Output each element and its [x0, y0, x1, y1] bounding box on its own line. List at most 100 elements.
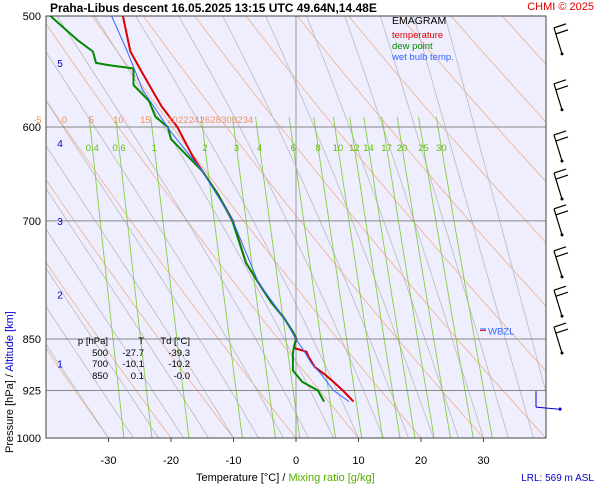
- wind-barb-staff: [553, 208, 563, 236]
- x-tick-label: -30: [101, 455, 117, 467]
- mixing-ratio-line: [88, 116, 125, 438]
- y-tick-label: 700: [23, 216, 41, 228]
- mixing-ratio-line: [332, 116, 384, 438]
- moist-adiabat-line: [444, 16, 546, 394]
- table-row: 500 -27.7 -39.3: [76, 348, 190, 360]
- dry-adiabat-line: [46, 179, 234, 438]
- dry-adiabat-label: 22: [178, 115, 189, 126]
- dry-adiabat-line: [46, 22, 359, 438]
- wind-barbs: [535, 23, 569, 411]
- mixing-ratio-line: [435, 116, 493, 438]
- moist-adiabat-line: [46, 145, 234, 438]
- mixing-ratio-label: 30: [436, 143, 447, 154]
- wind-barb-flag: [555, 328, 569, 334]
- x-tick-label: -20: [163, 455, 179, 467]
- mixing-ratio-label: 17: [381, 143, 392, 154]
- dry-adiabat-label: 30: [221, 115, 232, 126]
- dry-adiabat-line: [399, 16, 546, 183]
- wind-barb-dot: [560, 314, 564, 318]
- mixing-ratio-line: [150, 116, 190, 438]
- table-cell: -10.2: [168, 359, 190, 370]
- wind-barb-dot: [560, 351, 564, 355]
- moist-adiabat-line: [46, 100, 259, 438]
- wet-bulb-profile-line: [111, 16, 350, 403]
- wind-barb-staff: [553, 172, 563, 200]
- x-tick-label: 20: [415, 455, 427, 467]
- y-tick-label: 500: [23, 11, 41, 23]
- wind-barb-flag: [553, 23, 567, 29]
- mixing-ratio-label: 2: [202, 143, 207, 154]
- wind-barb-flag: [555, 136, 569, 142]
- wind-barb-flag: [553, 130, 567, 136]
- wind-barb-flag: [555, 174, 569, 180]
- table-cell: -10.1: [122, 359, 144, 370]
- mixing-ratio-line: [313, 116, 363, 438]
- wind-barb-flag: [553, 285, 567, 291]
- wind-barb-flag: [553, 79, 567, 85]
- wind-barb-flag: [555, 210, 569, 216]
- wind-barb-flag: [553, 322, 567, 328]
- mixing-ratio-label: 14: [363, 143, 374, 154]
- wind-barb-flag: [553, 168, 567, 174]
- wind-barb-flag: [555, 29, 569, 35]
- y-axis-label: Pressure [hPa] / Altitude [km]: [4, 311, 16, 453]
- altitude-tick-label: 2: [57, 290, 63, 301]
- dry-adiabat-line: [450, 16, 546, 123]
- mixing-ratio-label: 0.6: [112, 143, 125, 154]
- dry-adiabat-line: [593, 4, 600, 438]
- dry-adiabat-label: 0: [62, 115, 67, 126]
- mixing-ratio-line: [418, 116, 474, 438]
- moist-adiabat-line: [344, 16, 484, 438]
- table-cell: 850: [92, 370, 108, 382]
- dry-adiabat-label: 24: [189, 115, 200, 126]
- wind-barb-flag: [555, 252, 569, 258]
- wind-barb-dot: [560, 275, 564, 279]
- wind-barb-dot: [560, 52, 564, 56]
- moist-adiabat-line: [56, 16, 309, 438]
- altitude-tick-label: 4: [57, 139, 63, 150]
- moist-adiabat-line: [306, 16, 459, 438]
- moist-adiabat-line: [46, 187, 209, 438]
- moist-adiabat-line: [379, 16, 509, 438]
- dry-adiabat-label: 10: [113, 115, 124, 126]
- wind-barb-staff: [535, 406, 559, 410]
- dry-adiabat-line: [245, 16, 546, 372]
- mixing-ratio-label: 8: [315, 143, 320, 154]
- table-cell: -39.3: [168, 347, 190, 359]
- table-header: p [hPa] T Td [°C]: [76, 336, 190, 348]
- wind-barb-staff: [553, 326, 563, 354]
- legend-temperature: temperature: [392, 30, 444, 41]
- altitude-tick-label: 5: [57, 59, 63, 70]
- dry-adiabat-line: [542, 4, 600, 438]
- header-station-line: Praha-Libus descent 16.05.2025 13:15 UTC…: [50, 1, 377, 15]
- moist-adiabat-line: [135, 16, 359, 438]
- legend-wet-bulb: wet bulb temp.: [392, 52, 454, 63]
- moist-adiabat-line: [178, 16, 384, 438]
- mixing-ratio-line: [232, 116, 276, 438]
- mixing-ratio-label: 0.4: [86, 143, 99, 154]
- dry-adiabat-label: -5: [33, 115, 41, 126]
- legend-title: EMAGRAM: [392, 15, 447, 27]
- x-tick-label: 0: [293, 455, 299, 467]
- dry-adiabat-label: 26: [200, 115, 211, 126]
- x-axis-label-mixing-ratio: Mixing ratio [g/kg]: [288, 472, 375, 484]
- wind-barb-flag: [553, 246, 567, 252]
- dry-adiabat-label: 5: [89, 115, 94, 126]
- altitude-tick-label: 1: [57, 360, 63, 371]
- mixing-ratio-label: 25: [418, 143, 429, 154]
- wind-barb-staff: [553, 289, 563, 317]
- dry-adiabat-line: [46, 261, 172, 438]
- moist-adiabat-line: [46, 343, 109, 438]
- wind-barb-staff: [553, 27, 563, 55]
- table-row: 850 0.1 -0.0: [76, 371, 190, 383]
- dry-adiabat-line: [142, 16, 484, 438]
- wind-barb-dot: [560, 108, 564, 112]
- mixing-ratio-label: 20: [397, 143, 408, 154]
- mixing-ratio-line: [255, 116, 301, 438]
- mixing-ratio-line: [363, 116, 416, 438]
- moist-adiabat-line: [265, 16, 434, 438]
- wind-barb-staff: [553, 83, 563, 110]
- y-tick-label: 1000: [17, 433, 41, 445]
- table-header-p: p [hPa]: [77, 336, 108, 347]
